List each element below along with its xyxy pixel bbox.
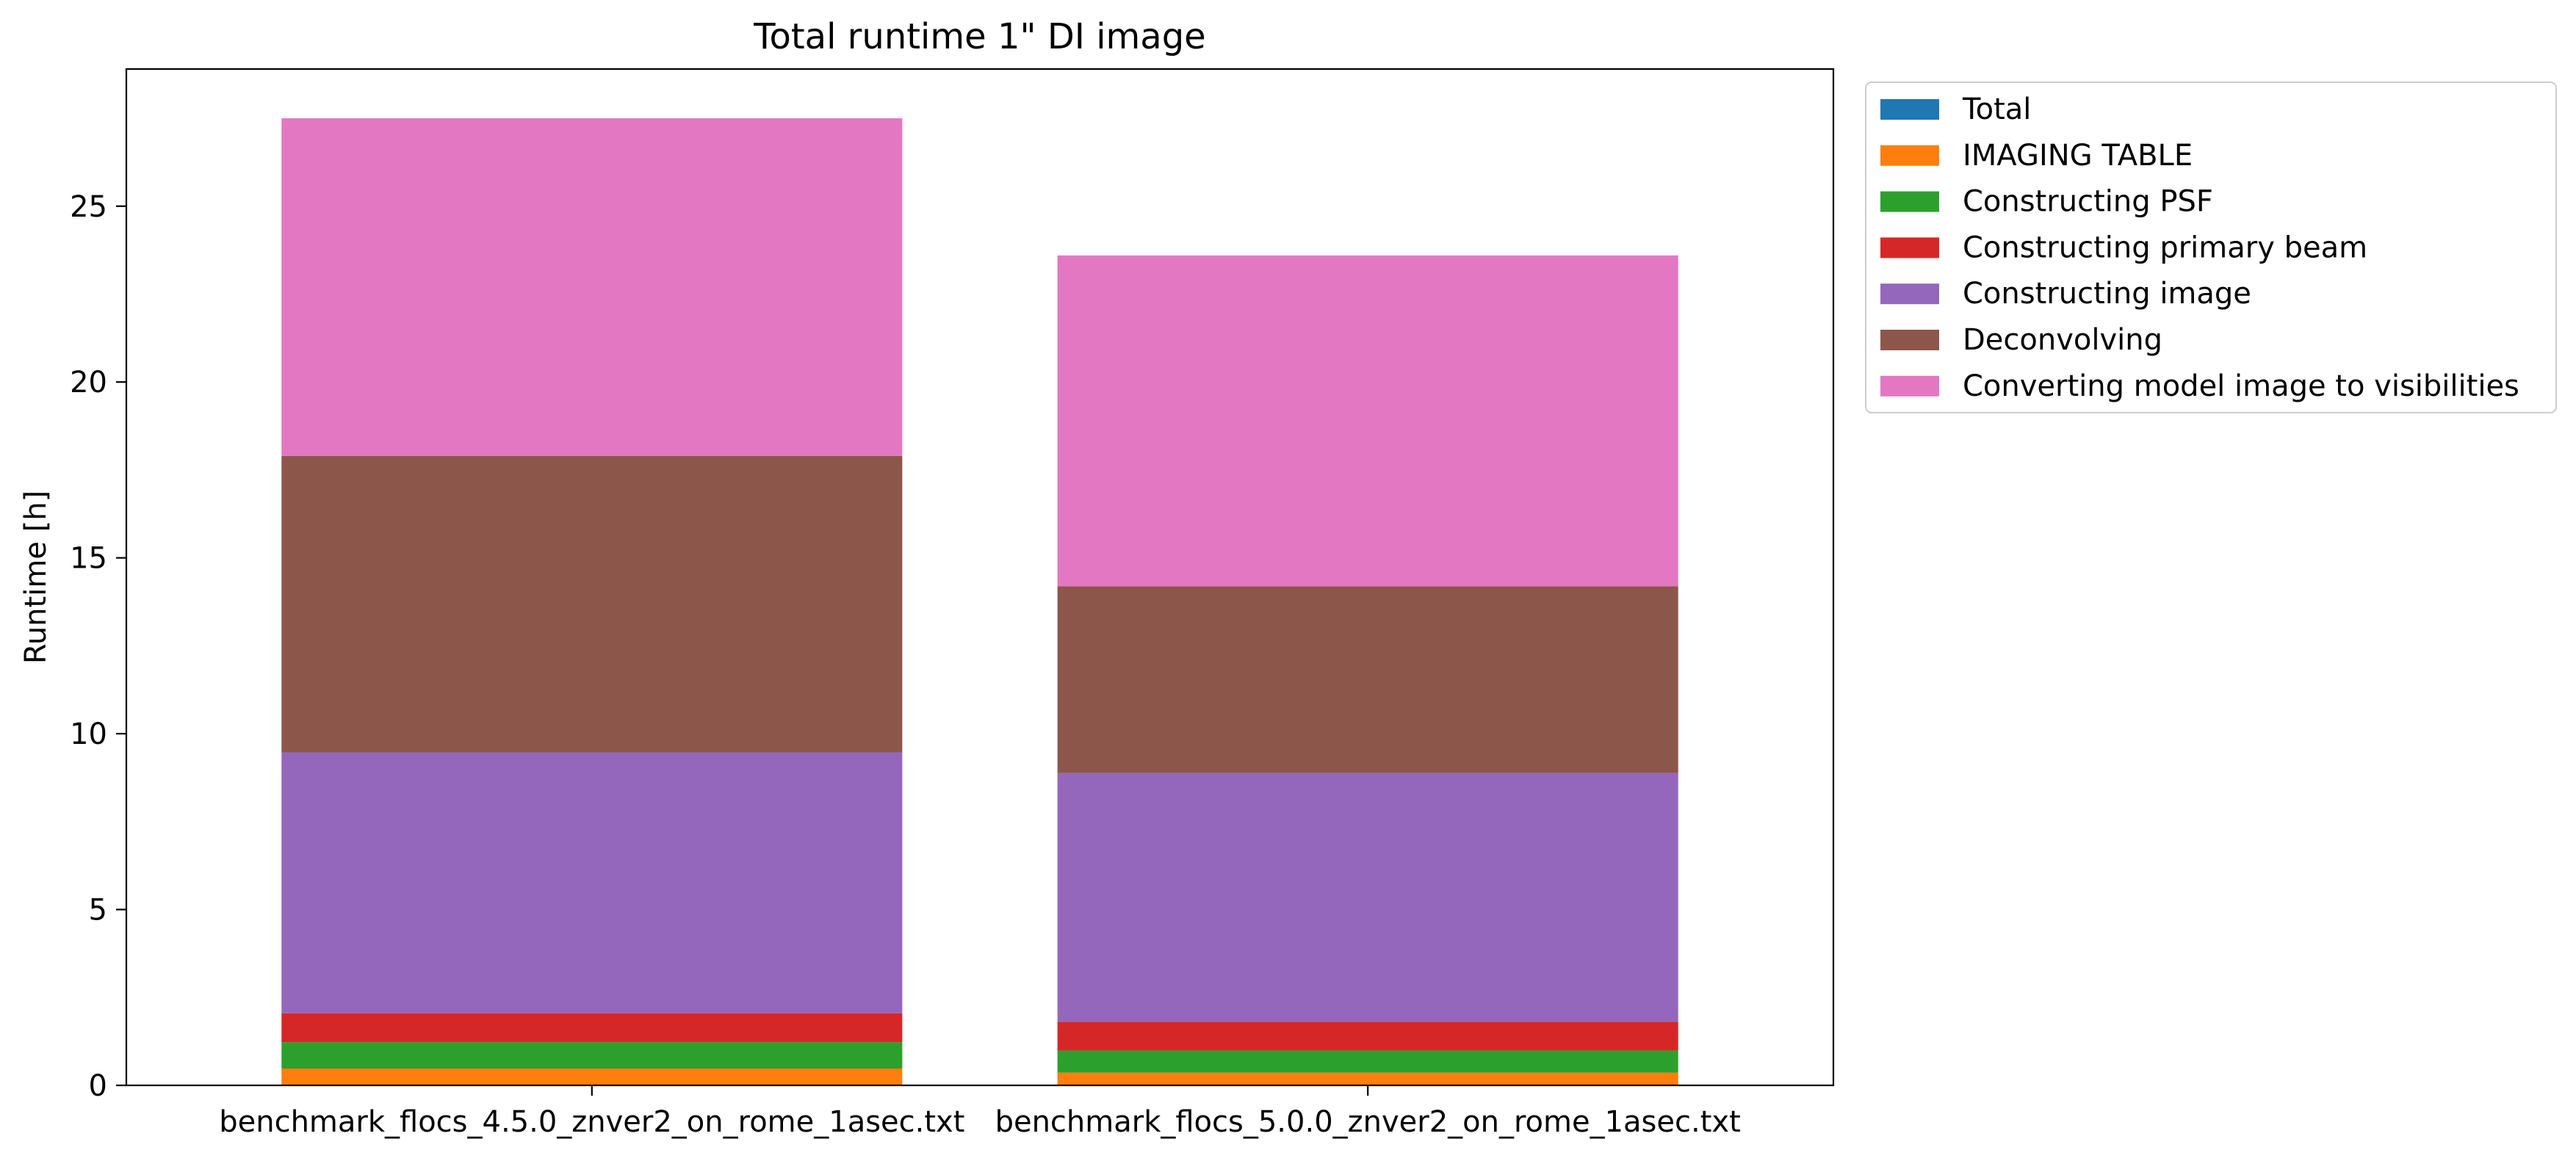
x-axis: benchmark_flocs_4.5.0_znver2_on_rome_1as…	[219, 1085, 1741, 1139]
y-tick-label: 15	[70, 542, 107, 576]
legend-swatch	[1880, 237, 1939, 258]
bar-segment-constructing-psf-1	[281, 1042, 903, 1069]
bar-segment-converting-model-image-to-visibilities-1	[281, 118, 903, 456]
bars-group	[281, 118, 1678, 1085]
legend-swatch	[1880, 375, 1939, 397]
legend-swatch	[1880, 191, 1939, 212]
bar-segment-converting-model-image-to-visibilities-2	[1057, 255, 1678, 587]
y-axis-label: Runtime [h]	[19, 491, 53, 664]
y-axis: 0 5 10 15 20 25	[70, 190, 126, 1103]
bar-segment-constructing-psf-2	[1057, 1050, 1678, 1073]
y-tick-label: 0	[89, 1069, 107, 1103]
x-tick-label: benchmark_flocs_4.5.0_znver2_on_rome_1as…	[219, 1105, 964, 1139]
bar-segment-imaging-table-1	[281, 1068, 903, 1085]
bar-segment-imaging-table-2	[1057, 1072, 1678, 1085]
legend-swatch	[1880, 99, 1939, 120]
legend: Total IMAGING TABLE Constructing PSF Constr…	[1865, 82, 2557, 413]
legend-swatch	[1880, 330, 1939, 350]
plot-frame	[125, 68, 1835, 1087]
bar-segment-constructing-image-2	[1057, 773, 1678, 1022]
bar-segment-deconvolving-2	[1057, 586, 1678, 773]
legend-label: Converting model image to visibilities	[1963, 369, 2519, 403]
legend-label: IMAGING TABLE	[1963, 139, 2193, 173]
x-tick-label: benchmark_flocs_5.0.0_znver2_on_rome_1as…	[995, 1105, 1741, 1139]
chart-title: Total runtime 1" DI image	[753, 16, 1205, 57]
bar-segment-constructing-primary-beam-1	[281, 1013, 903, 1043]
legend-label: Total	[1962, 93, 2031, 126]
legend-label: Deconvolving	[1963, 323, 2162, 357]
bar-segment-constructing-primary-beam-2	[1057, 1021, 1678, 1051]
y-tick-label: 25	[70, 190, 107, 224]
legend-label: Constructing image	[1963, 277, 2251, 311]
y-tick-label: 20	[70, 366, 107, 399]
y-tick-label: 10	[70, 717, 107, 751]
legend-label: Constructing PSF	[1963, 185, 2213, 219]
legend-swatch	[1880, 283, 1939, 305]
y-tick-label: 5	[89, 894, 107, 927]
legend-swatch	[1880, 145, 1939, 166]
legend-frame	[1865, 82, 2557, 413]
bar-segment-deconvolving-1	[281, 455, 903, 753]
legend-label: Constructing primary beam	[1963, 231, 2367, 264]
bar-segment-constructing-image-1	[281, 752, 903, 1013]
